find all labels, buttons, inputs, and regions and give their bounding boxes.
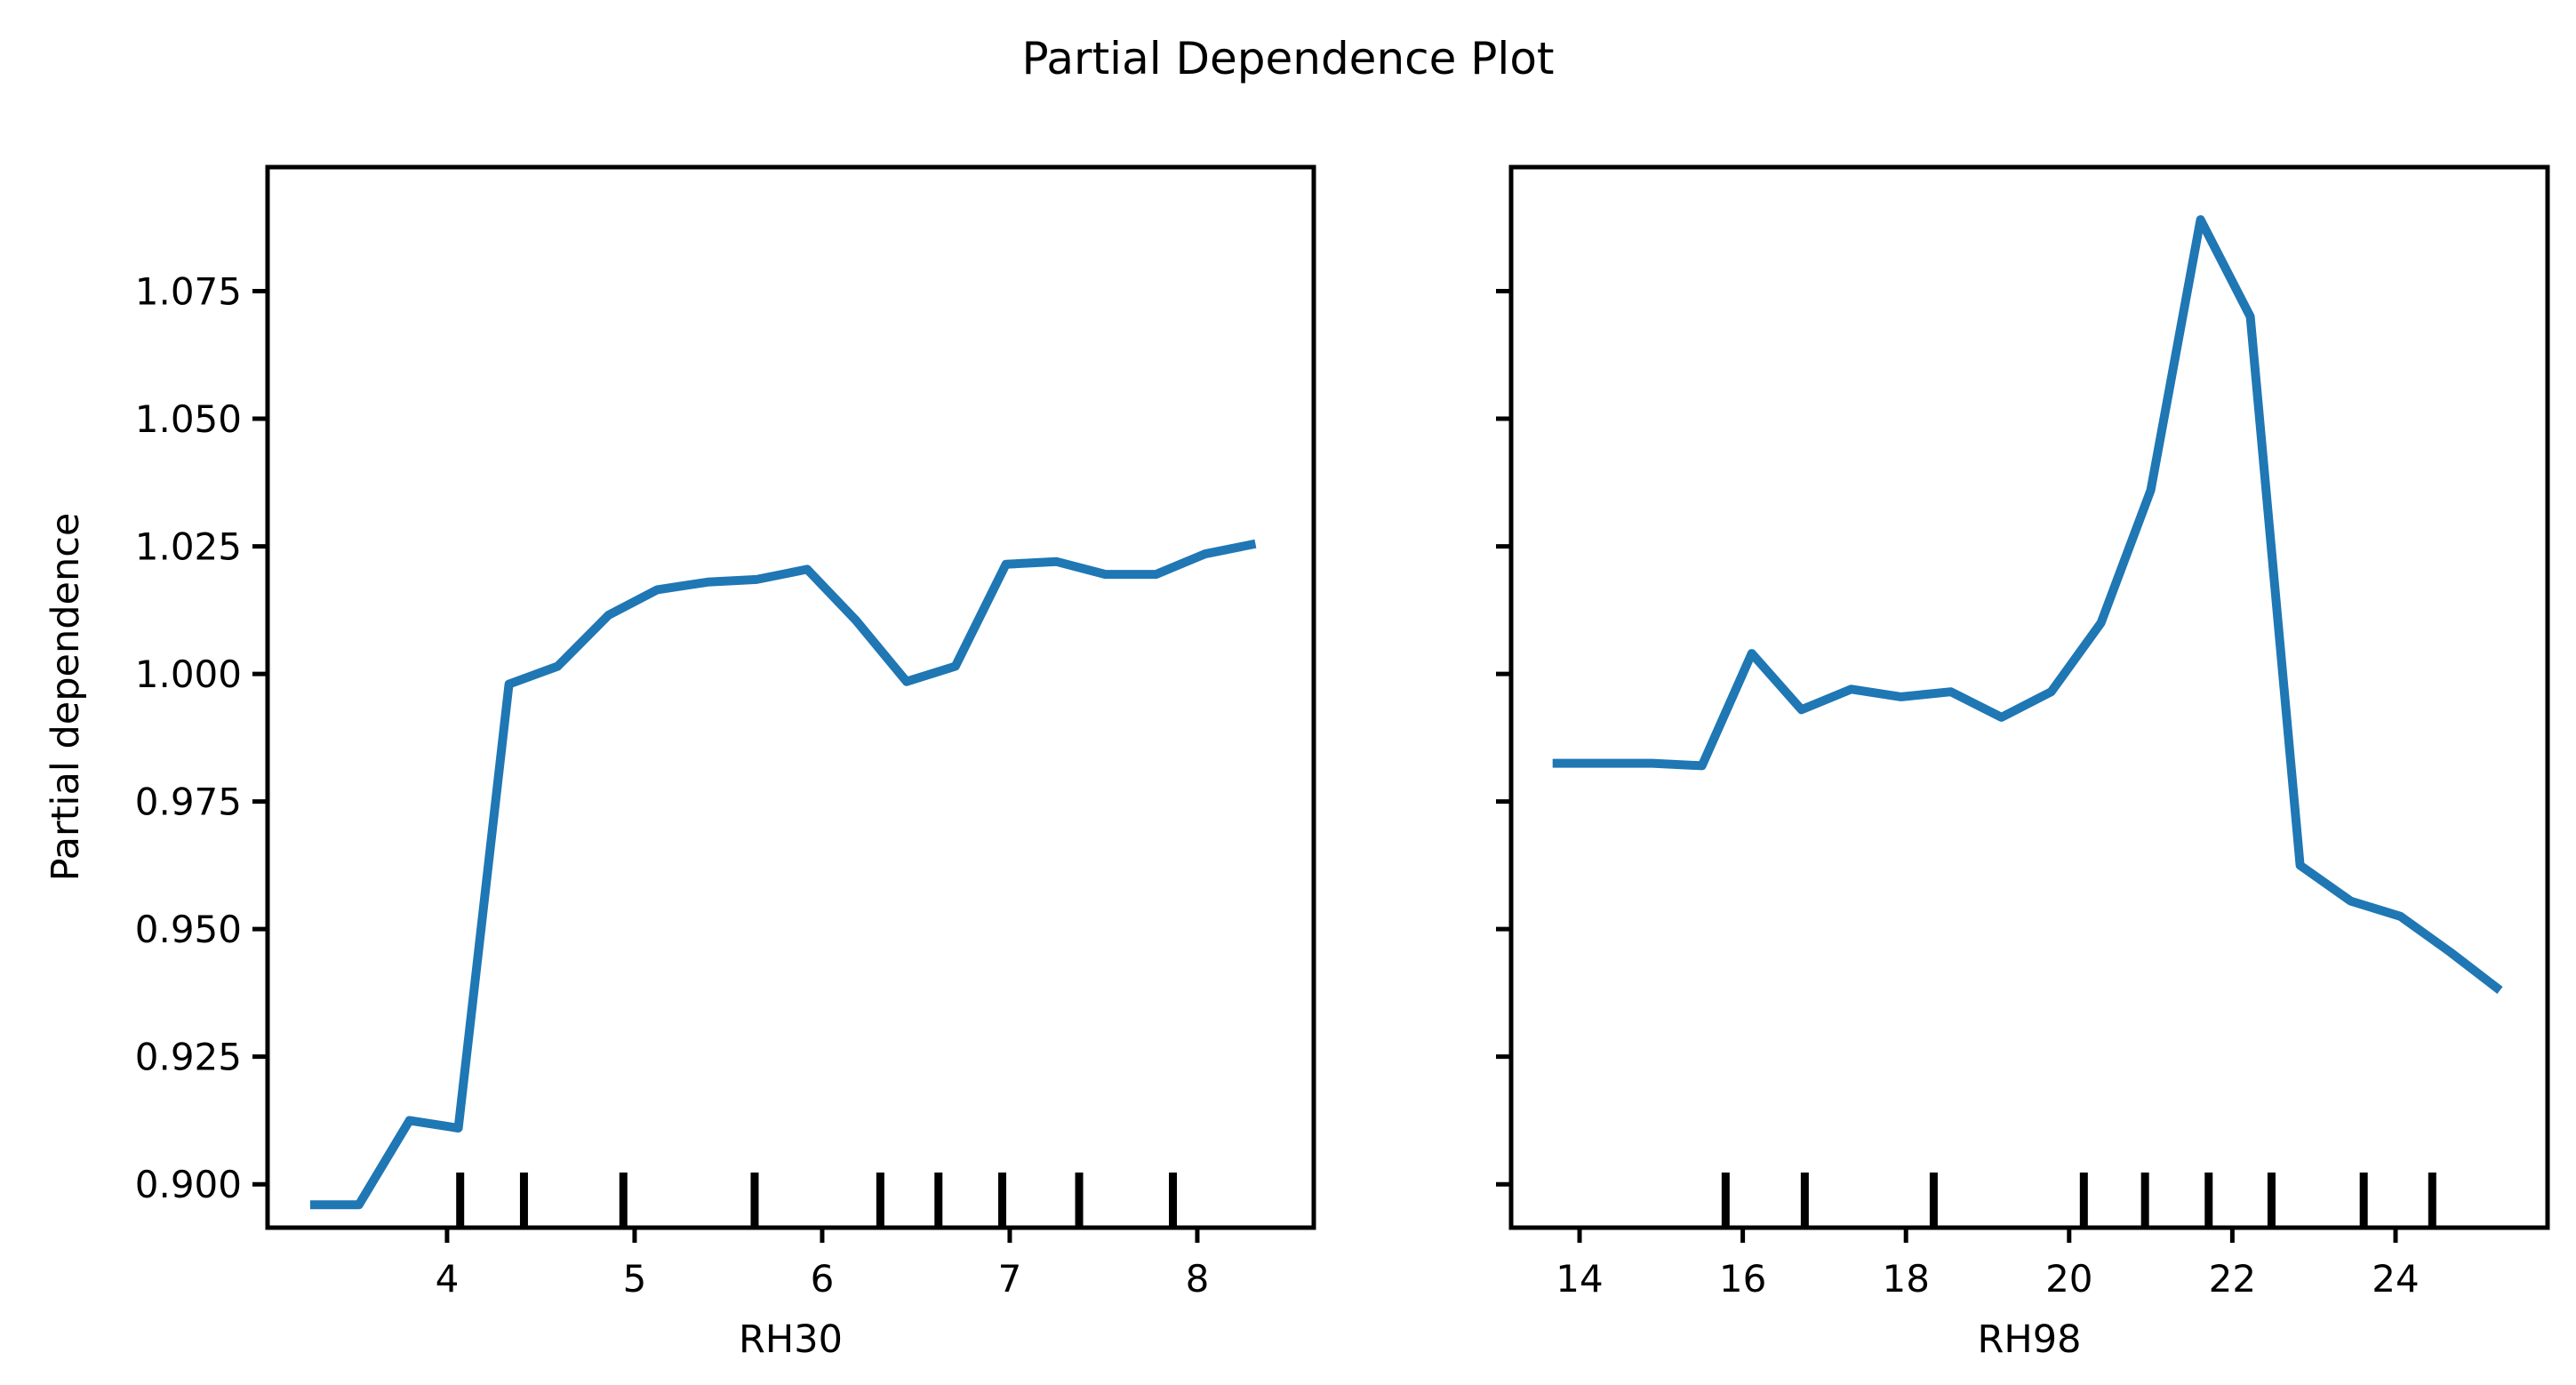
figure-title: Partial Dependence Plot (1021, 33, 1555, 84)
pdp-curve-rh98 (1552, 215, 2503, 994)
x-tick-label: 7 (998, 1257, 1022, 1301)
x-tick-label: 24 (2372, 1257, 2419, 1301)
plot-spines (265, 164, 1316, 1230)
y-tick-label: 0.925 (135, 1036, 242, 1079)
x-axis-label-rh30: RH30 (739, 1317, 843, 1362)
y-axis-ticks: 0.900 0.925 0.950 0.975 1.000 1.025 1.050 1.075 (135, 270, 268, 1206)
y-tick-label: 0.900 (135, 1163, 242, 1206)
pdp-curve-rh30 (309, 539, 1257, 1210)
x-axis-ticks: 14 16 18 20 22 24 (1556, 1228, 2420, 1301)
y-tick-label: 1.025 (135, 525, 242, 569)
x-tick-label: 14 (1556, 1257, 1603, 1301)
x-tick-label: 18 (1882, 1257, 1929, 1301)
pdp-plot-rh98: 14 16 18 20 22 24 RH98 (1496, 164, 2550, 1362)
plot-spines (1508, 164, 2550, 1230)
y-axis-ticks (1496, 289, 1511, 1187)
y-tick-label: 0.950 (135, 908, 242, 951)
y-tick-label: 1.075 (135, 270, 242, 314)
pdp-plot-rh30: 4 5 6 7 8 0.900 0.925 0.950 0.975 1.000 1.025 1.050… (135, 164, 1316, 1362)
x-tick-label: 8 (1186, 1257, 1210, 1301)
x-tick-label: 6 (811, 1257, 835, 1301)
x-axis-ticks: 4 5 6 7 8 (436, 1228, 1210, 1301)
x-tick-label: 20 (2045, 1257, 2092, 1301)
x-tick-label: 4 (436, 1257, 460, 1301)
y-tick-label: 1.050 (135, 397, 242, 441)
x-axis-label-rh98: RH98 (1978, 1317, 2082, 1362)
y-tick-label: 1.000 (135, 652, 242, 696)
x-tick-label: 5 (623, 1257, 647, 1301)
y-tick-label: 0.975 (135, 781, 242, 824)
decile-rug (1721, 1173, 2436, 1226)
x-tick-label: 16 (1719, 1257, 1766, 1301)
decile-rug (456, 1173, 1178, 1226)
x-tick-label: 22 (2209, 1257, 2256, 1301)
